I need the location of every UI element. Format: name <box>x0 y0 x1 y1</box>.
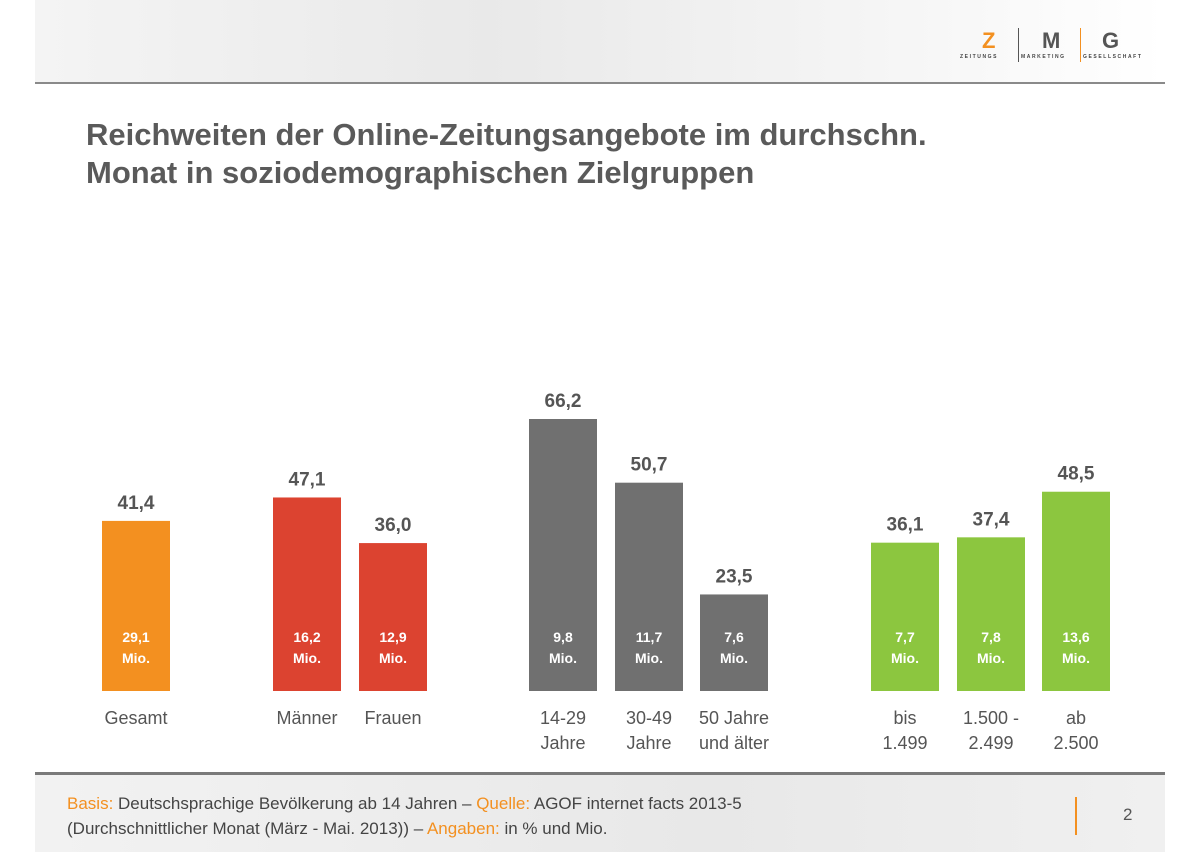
inner-label-value: 7,7 <box>895 629 915 645</box>
category-label: Jahre <box>626 733 671 753</box>
title-line-2: Monat in soziodemographischen Zielgruppe… <box>86 155 755 190</box>
inner-label-value: 29,1 <box>122 629 149 645</box>
category-label: Frauen <box>364 708 421 728</box>
value-label: 37,4 <box>973 509 1010 530</box>
header-divider <box>35 82 1165 84</box>
category-label: 30-49 <box>626 708 672 728</box>
logo-sub: ZEITUNGS <box>960 54 999 60</box>
inner-label-unit: Mio. <box>720 650 748 666</box>
category-label: Männer <box>276 708 337 728</box>
bar <box>359 543 427 691</box>
inner-label-unit: Mio. <box>977 650 1005 666</box>
category-label: 2.500 <box>1053 733 1098 753</box>
inner-label-unit: Mio. <box>122 650 150 666</box>
inner-label-unit: Mio. <box>635 650 663 666</box>
inner-label-value: 7,6 <box>724 629 744 645</box>
logo-letter-m: M <box>1042 28 1061 53</box>
category-label: Jahre <box>540 733 585 753</box>
category-label: 1.500 - <box>963 708 1019 728</box>
inner-label-value: 13,6 <box>1062 629 1089 645</box>
logo-letter-z: Z <box>982 28 996 53</box>
bar <box>957 537 1025 691</box>
inner-label-value: 9,8 <box>553 629 573 645</box>
logo-letter-g: G <box>1102 28 1120 53</box>
value-label: 41,4 <box>118 493 155 514</box>
bar <box>871 542 939 691</box>
category-label: bis <box>893 708 916 728</box>
bar <box>102 520 170 691</box>
title-line-1: Reichweiten der Online-Zeitungsangebote … <box>86 117 927 152</box>
footer-note: Basis: Deutschsprachige Bevölkerung ab 1… <box>67 791 742 841</box>
quelle-label: Quelle: <box>476 794 531 813</box>
value-label: 36,1 <box>887 515 924 536</box>
inner-label-value: 12,9 <box>379 629 406 645</box>
bar <box>529 419 597 691</box>
angaben-text: in % und Mio. <box>499 819 608 838</box>
inner-label-unit: Mio. <box>891 650 919 666</box>
value-label: 47,1 <box>289 469 326 490</box>
bar <box>273 497 341 691</box>
value-label: 48,5 <box>1058 464 1095 485</box>
basis-text: Deutschsprachige Bevölkerung ab 14 Jahre… <box>113 794 477 813</box>
category-label: 2.499 <box>968 733 1013 753</box>
inner-label-unit: Mio. <box>379 650 407 666</box>
page-title: Reichweiten der Online-Zeitungsangebote … <box>86 116 927 192</box>
inner-label-value: 16,2 <box>293 629 320 645</box>
category-label: 50 Jahre <box>699 708 769 728</box>
period-text: (Durchschnittlicher Monat (März - Mai. 2… <box>67 819 427 838</box>
category-label: Gesamt <box>104 708 167 728</box>
inner-label-unit: Mio. <box>1062 650 1090 666</box>
value-label: 23,5 <box>716 566 753 587</box>
page-number: 2 <box>1123 805 1133 824</box>
header-banner <box>35 0 1165 82</box>
logo-sub: GESELLSCHAFT <box>1083 54 1143 60</box>
inner-label-unit: Mio. <box>293 650 321 666</box>
value-label: 50,7 <box>631 455 668 476</box>
inner-label-unit: Mio. <box>549 650 577 666</box>
bar <box>700 594 768 691</box>
logo-sub: MARKETING <box>1021 54 1066 60</box>
category-label: und älter <box>699 733 769 753</box>
inner-label-value: 11,7 <box>636 629 663 645</box>
bar <box>1042 491 1110 691</box>
value-label: 36,0 <box>375 515 412 536</box>
value-label: 66,2 <box>545 391 582 412</box>
bar <box>615 482 683 691</box>
zmg-logo: Z M G ZEITUNGS MARKETING GESELLSCHAFT <box>960 28 1150 64</box>
quelle-text: AGOF internet facts 2013-5 <box>530 794 742 813</box>
category-label: 14-29 <box>540 708 586 728</box>
footer: Basis: Deutschsprachige Bevölkerung ab 1… <box>35 772 1165 852</box>
inner-label-value: 7,8 <box>981 629 1001 645</box>
category-label: 1.499 <box>882 733 927 753</box>
category-label: ab <box>1066 708 1086 728</box>
footer-separator <box>1075 797 1077 835</box>
angaben-label: Angaben: <box>426 819 500 838</box>
basis-label: Basis: <box>67 794 114 813</box>
